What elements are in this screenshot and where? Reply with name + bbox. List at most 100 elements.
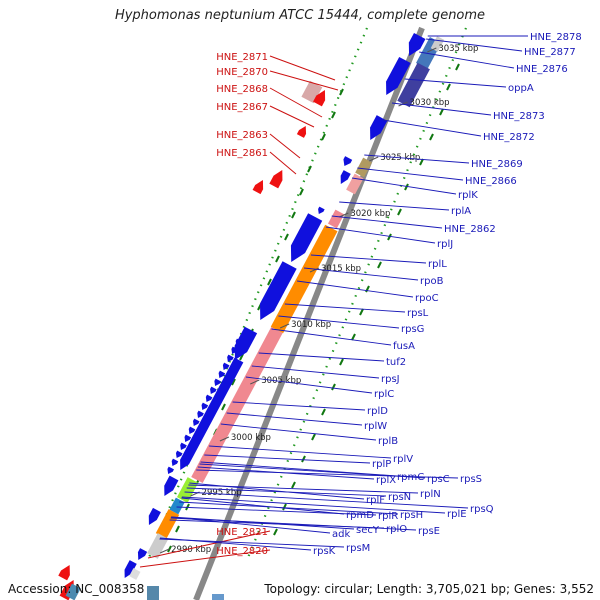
- gene-label-right: rpsC: [427, 474, 450, 485]
- forward-gene-feature-shape: [191, 326, 283, 484]
- gene-label-leader: [269, 105, 315, 128]
- scale-tick-label: 2990 kbp: [171, 545, 211, 555]
- gene-label-right: rpsK: [313, 546, 336, 557]
- gene-label-right: rplK: [458, 190, 478, 201]
- accession-text: Accession: NC_008358: [8, 582, 145, 596]
- scale-tick-label: 3010 kbp: [291, 320, 331, 330]
- gene-label-leader: [382, 119, 482, 137]
- forward-gene-chevron: [193, 418, 200, 427]
- forward-gene-feature: [137, 548, 148, 561]
- gc-skew-dash: [387, 233, 392, 241]
- gene-label-right: rpoC: [415, 293, 439, 304]
- gc-skew-dash: [321, 133, 326, 141]
- forward-gene-feature: [148, 507, 161, 526]
- forward-gene-chevron: [218, 370, 226, 379]
- gene-label-leader: [204, 454, 371, 464]
- gene-label-right: HNE_2876: [516, 64, 568, 75]
- gene-label-right: rpsN: [388, 492, 411, 503]
- gene-label-leader: [269, 70, 339, 91]
- gc-skew-dash: [221, 403, 226, 411]
- gc-skew-dash: [377, 261, 382, 269]
- forward-gene-chevron: [210, 386, 217, 395]
- gene-label-right: adk: [332, 529, 350, 540]
- gene-label-leader: [232, 401, 366, 411]
- forward-gene-feature: [164, 475, 179, 496]
- gene-label-leader: [139, 549, 271, 568]
- gene-label-left: HNE_2820: [216, 546, 268, 557]
- gene-label-left: HNE_2821: [216, 527, 268, 538]
- forward-gene-chevron: [197, 410, 204, 419]
- gene-label-leader: [351, 177, 457, 195]
- gene-label-right: HNE_2877: [524, 47, 576, 58]
- gene-label-right: rpsM: [346, 543, 370, 554]
- forward-gene-chevron-shape: [227, 354, 234, 363]
- gene-label-right: fusA: [393, 341, 415, 352]
- forward-gene-feature: [370, 115, 388, 141]
- gc-skew-dash: [455, 63, 460, 71]
- gene-label-leader: [269, 133, 301, 159]
- gc-skew-dash: [231, 378, 236, 386]
- reverse-gene-feature: [252, 180, 264, 195]
- gene-label-left: HNE_2867: [216, 102, 268, 113]
- forward-gene-chevron: [188, 426, 196, 435]
- forward-gene-chevron-shape: [180, 442, 187, 451]
- gene-label-right: rpmC: [397, 472, 424, 483]
- gene-label-left: HNE_2870: [216, 67, 268, 78]
- forward-gene-chevron: [214, 378, 221, 387]
- forward-gene-feature-shape: [355, 157, 373, 178]
- gene-label-right: HNE_2873: [493, 111, 545, 122]
- forward-gene-feature-shape: [155, 509, 180, 539]
- gene-label-right: secY: [356, 525, 380, 536]
- gene-label-leader: [209, 445, 392, 459]
- gc-skew-dash: [446, 83, 451, 91]
- genome-title: Hyphomonas neptunium ATCC 15444, complet…: [114, 8, 486, 23]
- reverse-gene-feature: [65, 583, 81, 600]
- forward-gene-feature-shape: [397, 62, 430, 108]
- gene-label-leader: [226, 412, 363, 426]
- gene-label-left: HNE_2871: [216, 52, 268, 63]
- gc-skew-dash: [291, 211, 296, 219]
- reverse-gene-feature-shape: [65, 583, 81, 600]
- gene-label-leader: [391, 102, 492, 116]
- gene-label-leader: [181, 497, 345, 515]
- gc-skew-dash: [404, 183, 409, 191]
- forward-gene-feature: [355, 157, 373, 178]
- forward-gene-chevron: [180, 442, 187, 451]
- forward-gene-chevron-shape: [214, 378, 221, 387]
- reverse-gene-feature: [269, 170, 283, 189]
- gc-skew-dash: [331, 111, 336, 119]
- gene-label-right: rpsJ: [381, 374, 400, 385]
- forward-gene-feature-shape: [343, 156, 353, 166]
- gene-label-right: rpsG: [401, 324, 424, 335]
- forward-gene-feature: [180, 357, 244, 471]
- gene-label-right: rpoB: [420, 276, 444, 287]
- gene-label-leader: [339, 201, 450, 211]
- forward-gene-chevron-shape: [231, 346, 238, 355]
- gc-skew-dash: [301, 455, 306, 463]
- reverse-gene-feature: [301, 80, 323, 104]
- forward-gene-feature-shape: [340, 170, 351, 184]
- gene-label-leader: [179, 501, 399, 515]
- gene-label-leader: [325, 226, 436, 244]
- forward-gene-chevron-shape: [184, 434, 192, 443]
- gene-label-leader: [181, 496, 446, 514]
- forward-gene-feature-shape: [270, 224, 338, 334]
- gc-skew-dash: [429, 133, 434, 141]
- scale-tick: [427, 47, 437, 53]
- gene-label-right: HNE_2866: [465, 176, 517, 187]
- gene-label-leader: [419, 51, 515, 69]
- partial-feature-block: [147, 586, 159, 600]
- gene-label-leader: [251, 365, 380, 379]
- forward-gene-chevron-shape: [205, 394, 213, 403]
- gene-label-left: HNE_2861: [216, 148, 268, 159]
- gene-label-right: rpsE: [418, 526, 440, 537]
- forward-gene-chevron: [184, 434, 192, 443]
- gene-label-right: HNE_2869: [471, 159, 523, 170]
- scale-tick-label: 3030 kbp: [410, 98, 450, 108]
- gene-label-leader: [159, 537, 312, 551]
- gene-label-right: HNE_2872: [483, 132, 535, 143]
- gene-label-right: rpsQ: [470, 504, 494, 515]
- gene-label-leader: [364, 154, 470, 164]
